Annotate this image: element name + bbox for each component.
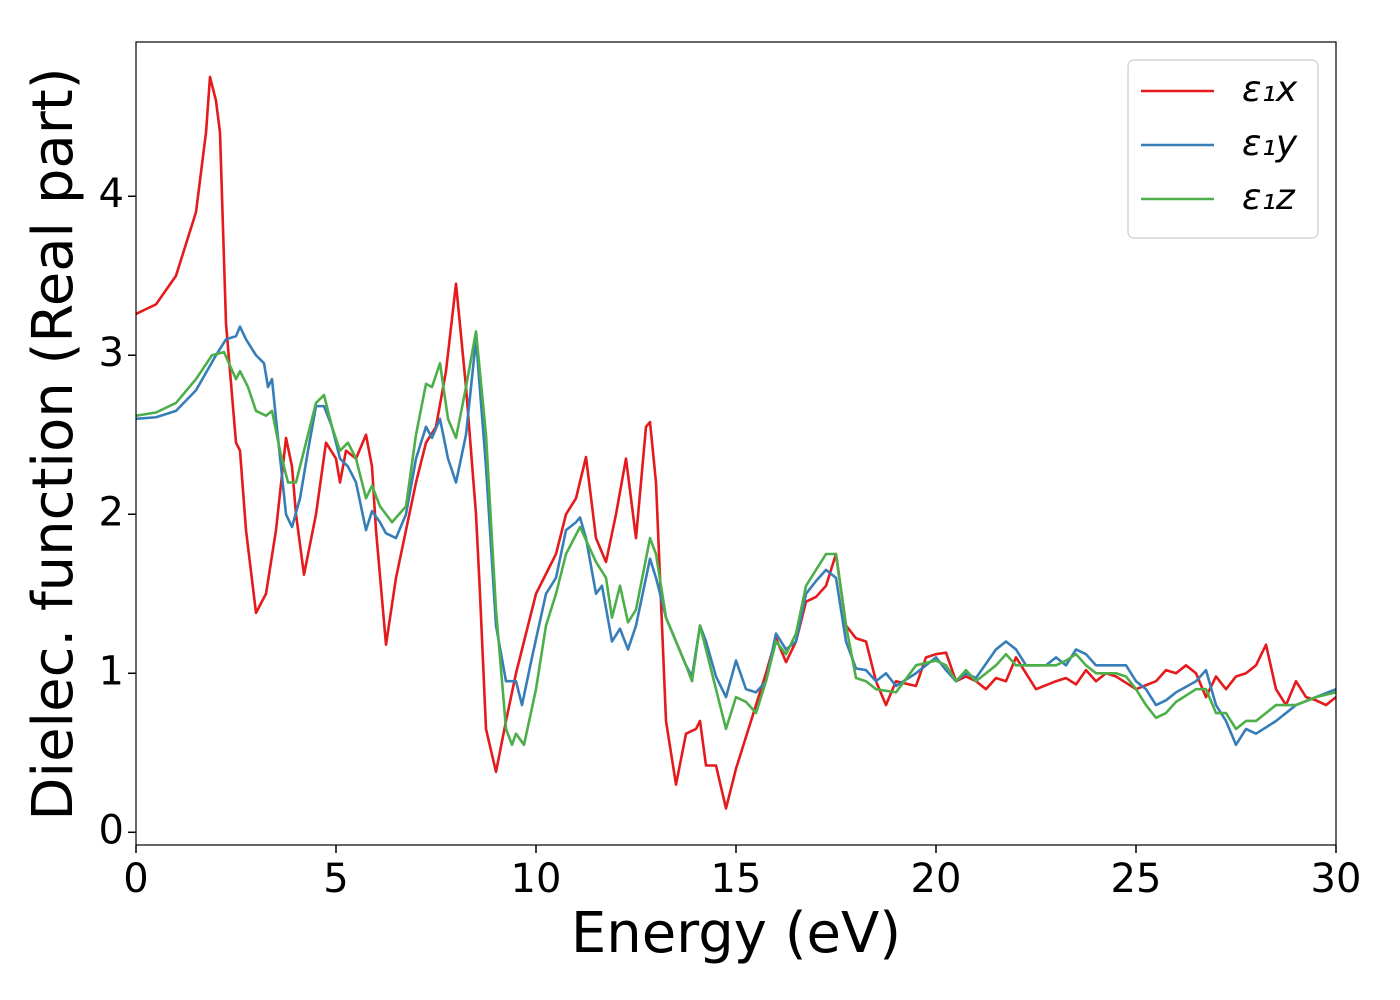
plot-lines bbox=[136, 75, 1336, 810]
y-tick-label: 0 bbox=[99, 807, 124, 853]
legend-label: ε₁y bbox=[1242, 123, 1298, 164]
x-tick-label: 25 bbox=[1111, 856, 1162, 902]
series-line bbox=[136, 330, 1336, 747]
plot-frame bbox=[135, 41, 1337, 846]
y-tick-label: 2 bbox=[99, 489, 124, 535]
x-tick-label: 15 bbox=[711, 856, 762, 902]
x-tick-label: 0 bbox=[123, 856, 148, 902]
legend-label: ε₁z bbox=[1242, 177, 1296, 218]
legend-label: ε₁x bbox=[1242, 69, 1298, 110]
y-tick-label: 4 bbox=[99, 171, 124, 217]
series-line bbox=[136, 75, 1336, 810]
x-tick-label: 20 bbox=[911, 856, 962, 902]
legend-box bbox=[1127, 59, 1319, 239]
x-tick-label: 10 bbox=[511, 856, 562, 902]
y-tick-label: 1 bbox=[99, 648, 124, 694]
x-tick-label: 5 bbox=[323, 856, 348, 902]
legend: ε₁x ε₁y ε₁z bbox=[1127, 59, 1319, 239]
x-axis-label: Energy (eV) bbox=[571, 901, 901, 966]
x-tick-label: 30 bbox=[1311, 856, 1362, 902]
y-axis-label: Dielec. function (Real part) bbox=[21, 67, 86, 820]
y-tick-label: 3 bbox=[99, 330, 124, 376]
